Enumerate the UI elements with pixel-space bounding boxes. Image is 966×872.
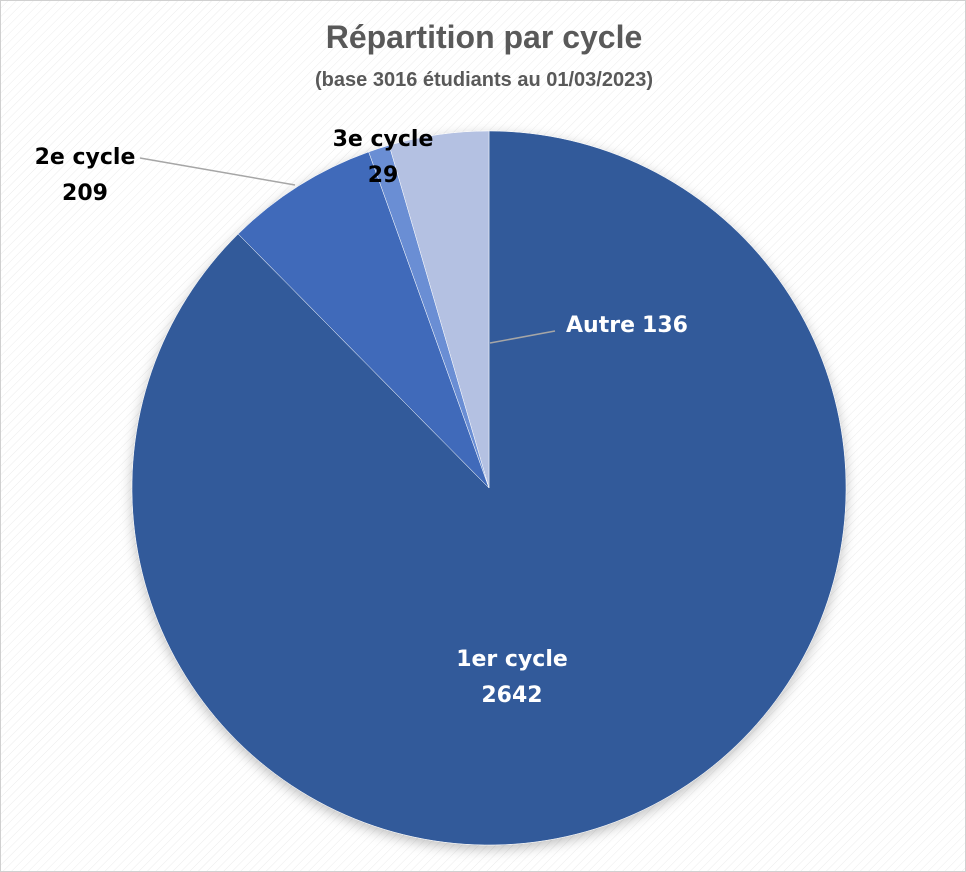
data-label: 1er cycle 2642 [456, 647, 568, 708]
pie-slice [388, 130, 490, 489]
pie-slice [237, 151, 490, 489]
pie [131, 130, 847, 846]
leader-line [489, 330, 556, 344]
data-label: Autre 136 [566, 313, 688, 338]
data-label: 2e cycle 209 [35, 145, 136, 206]
data-label-name: Autre [566, 313, 635, 338]
chart-subtitle: (base 3016 étudiants au 01/03/2023) [315, 69, 653, 91]
data-label: 3e cycle 29 [333, 127, 434, 188]
chart-title: Répartition par cycle [326, 19, 643, 55]
data-label-value: 209 [62, 181, 108, 206]
data-label-value: 2642 [481, 683, 542, 708]
labels: 1er cycle 2642 2e cycle 209 3e cycle 29 Autre 1… [35, 127, 688, 708]
data-label-name: 2e cycle [35, 145, 136, 170]
data-label-value: 29 [368, 163, 399, 188]
data-label-name: 1er cycle [456, 647, 568, 672]
pie-slice [131, 130, 847, 846]
data-label-name: 3e cycle [333, 127, 434, 152]
leader-line [139, 157, 296, 186]
data-label-value: 136 [642, 313, 688, 338]
